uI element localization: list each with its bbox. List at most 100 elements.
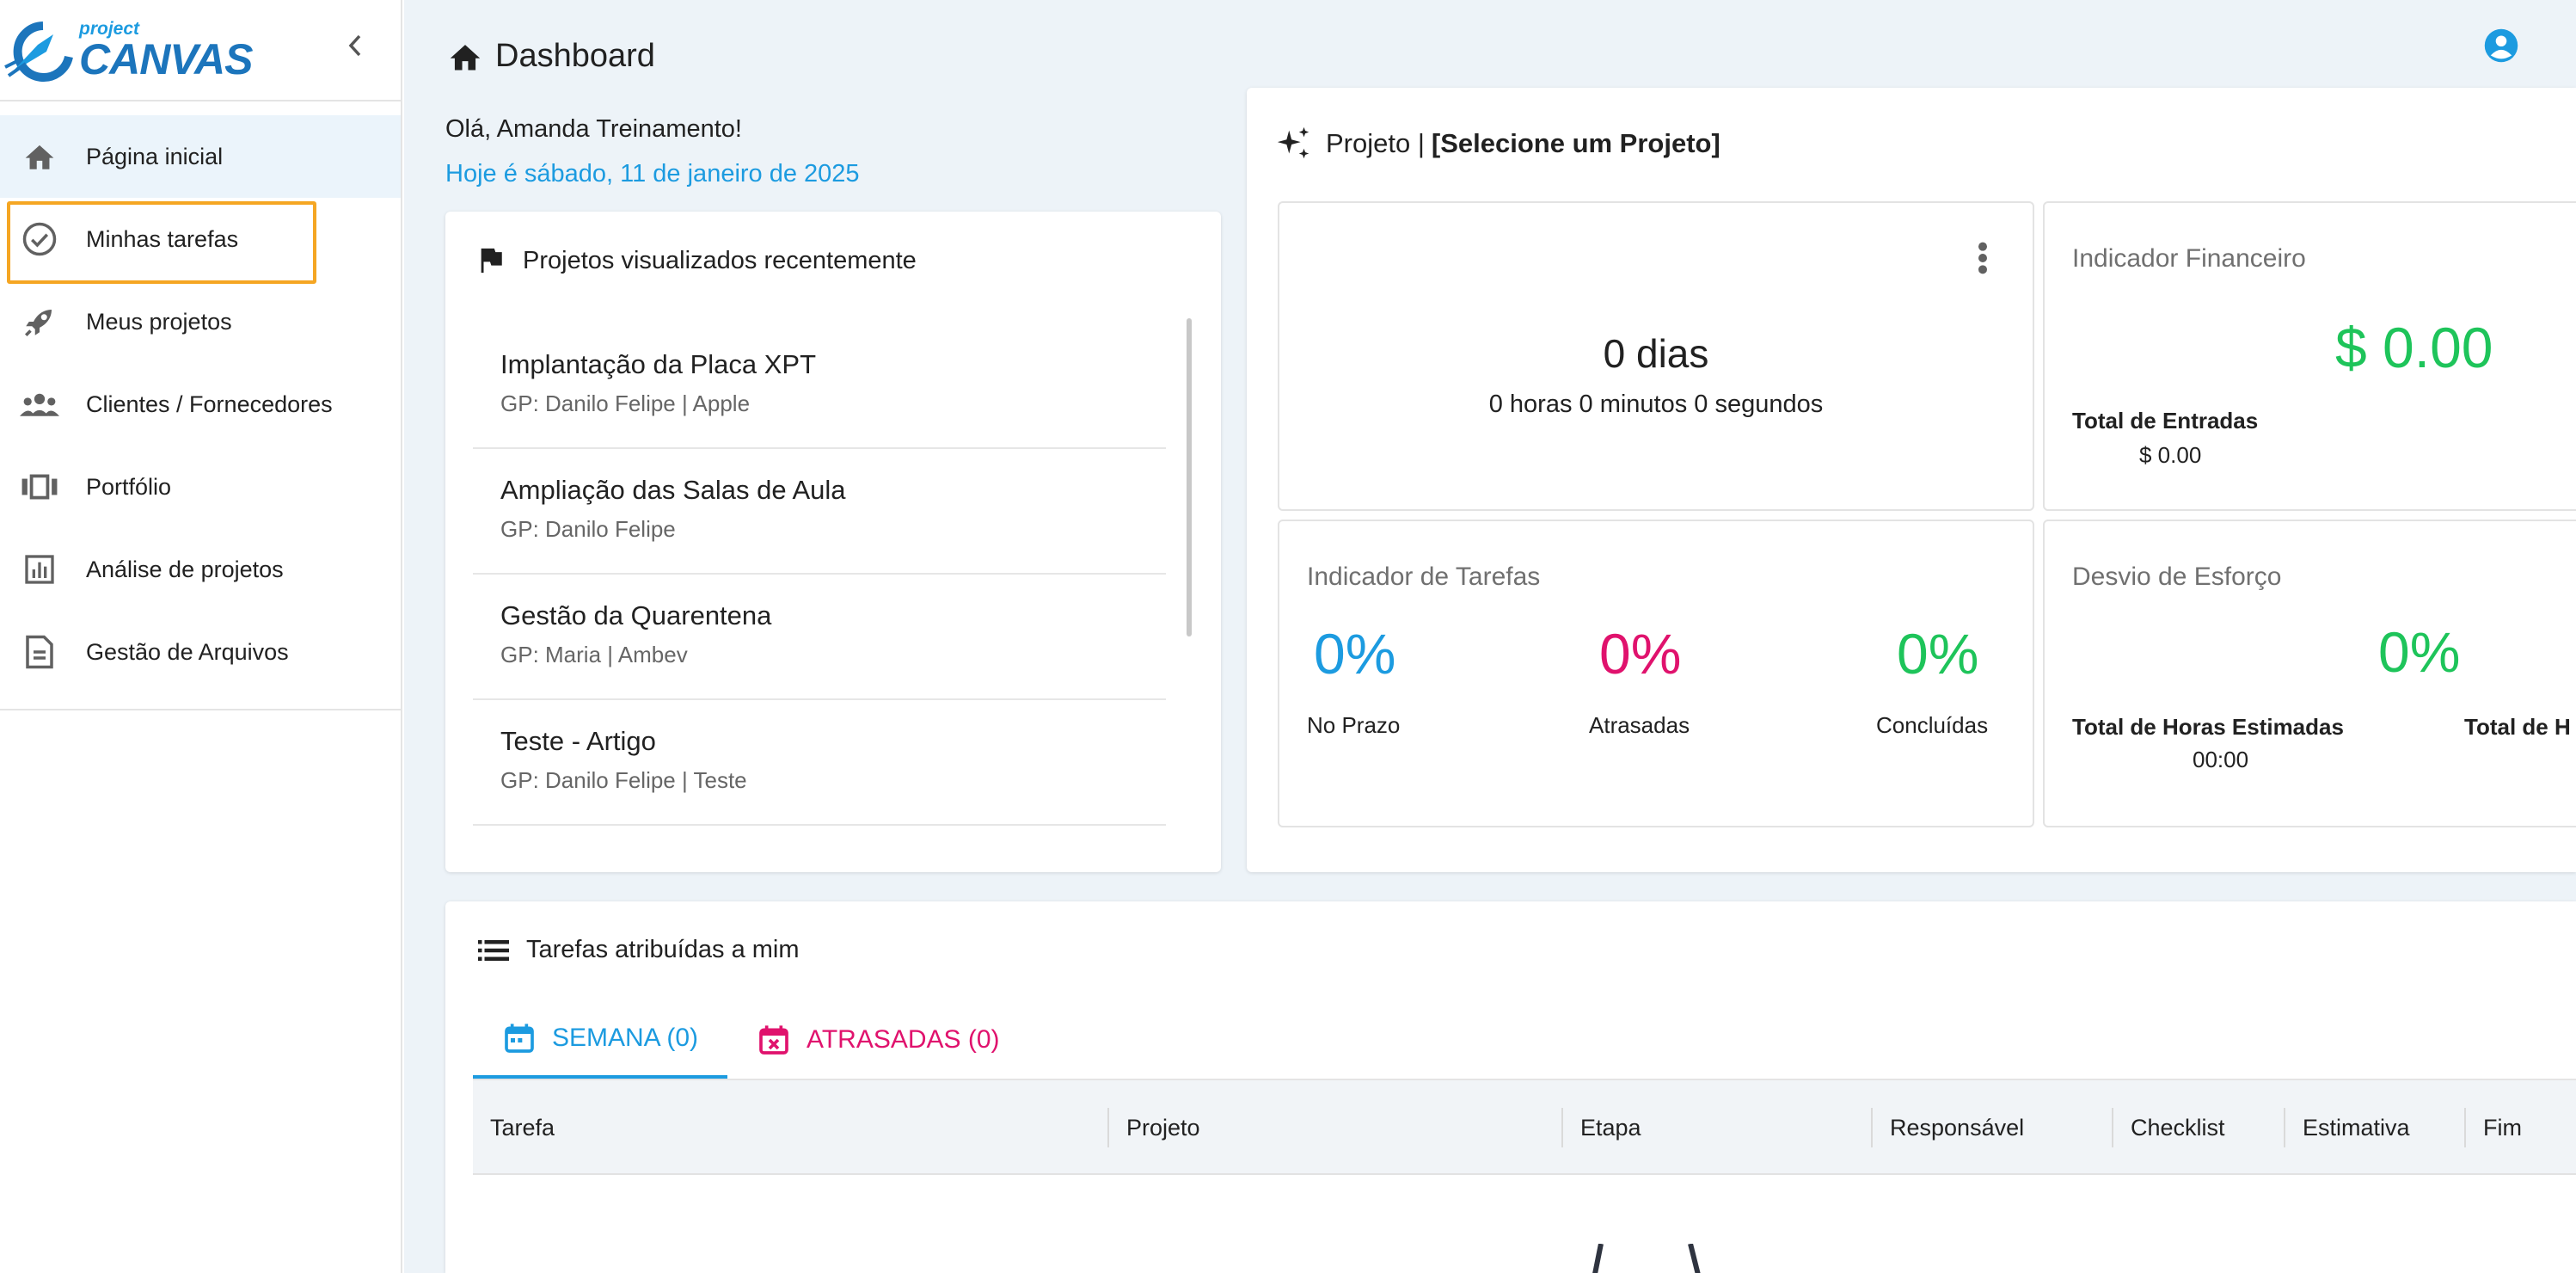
task-indicator-card: Indicador de Tarefas 0% No Prazo 0% Atra… <box>1278 520 2034 827</box>
late-percent: 0% <box>1599 622 1682 686</box>
tabs-divider <box>473 1079 2576 1080</box>
file-icon <box>19 631 60 673</box>
calendar-remove-icon <box>759 1025 788 1055</box>
task-indicator-title: Indicador de Tarefas <box>1307 563 1541 591</box>
project-name: Ampliação das Salas de Aula <box>500 475 846 505</box>
date-text: Hoje é sábado, 11 de janeiro de 2025 <box>445 160 860 188</box>
project-canvas-logo[interactable]: project CANVAS <box>3 19 253 83</box>
check-circle-icon <box>19 218 60 260</box>
recent-projects-list: Implantação da Placa XPT GP: Danilo Feli… <box>473 323 1166 826</box>
column-etapa[interactable]: Etapa <box>1561 1108 1641 1147</box>
financial-indicator-title: Indicador Financeiro <box>2072 244 2306 273</box>
assigned-tasks-header: Tarefas atribuídas a mim <box>478 936 800 964</box>
sidebar-item-label: Portfólio <box>86 473 172 500</box>
project-gp: GP: Danilo Felipe | Teste <box>500 767 747 793</box>
sidebar-divider <box>0 709 401 710</box>
project-name: Teste - Artigo <box>500 726 656 756</box>
project-name: Gestão da Quarentena <box>500 600 772 630</box>
logo-small-text: project <box>79 19 140 39</box>
sidebar-item-meus-projetos[interactable]: Meus projetos <box>0 280 401 363</box>
project-gp: GP: Danilo Felipe | Apple <box>500 391 751 416</box>
tab-semana[interactable]: SEMANA (0) <box>473 1001 728 1079</box>
column-responsavel[interactable]: Responsável <box>1871 1108 2024 1147</box>
assigned-tasks-title: Tarefas atribuídas a mim <box>526 936 800 963</box>
project-gp: GP: Maria | Ambev <box>500 642 688 667</box>
list-item[interactable]: Gestão da Quarentena GP: Maria | Ambev <box>473 575 1166 700</box>
column-fim[interactable]: Fim <box>2464 1108 2522 1147</box>
rocket-logo-icon <box>4 22 73 82</box>
tab-label: ATRASADAS (0) <box>807 1025 1000 1054</box>
tab-label: SEMANA (0) <box>552 1024 699 1052</box>
tasks-table-header: Tarefa Projeto Etapa Responsável Checkli… <box>473 1080 2576 1175</box>
sidebar-item-pagina-inicial[interactable]: Página inicial <box>0 115 401 198</box>
completed-label: Concluídas <box>1876 712 1989 738</box>
tasks-tabs: SEMANA (0) ATRASADAS (0) <box>473 1001 1029 1079</box>
sidebar-item-label: Meus projetos <box>86 308 232 335</box>
financial-value: $ 0.00 <box>2335 316 2493 379</box>
financial-indicator-card: Indicador Financeiro $ 0.00 Total de Ent… <box>2043 201 2576 511</box>
project-gp: GP: Danilo Felipe <box>500 516 676 542</box>
total-hours-label: Total de H <box>2464 714 2571 740</box>
sparkles-icon <box>1277 126 1309 159</box>
list-item[interactable]: Ampliação das Salas de Aula GP: Danilo F… <box>473 449 1166 575</box>
page-title: Dashboard <box>447 38 655 75</box>
calendar-icon <box>505 1024 534 1053</box>
sidebar-item-clientes-fornecedores[interactable]: Clientes / Fornecedores <box>0 363 401 446</box>
more-options-icon[interactable] <box>1976 241 1990 275</box>
account-circle-icon <box>2484 28 2518 63</box>
sidebar-menu: Página inicial Minhas tarefas Meus proje… <box>0 115 401 693</box>
sidebar-item-minhas-tarefas[interactable]: Minhas tarefas <box>0 198 401 284</box>
timer-days: 0 dias <box>1603 331 1709 376</box>
empty-state-illustration <box>1592 1244 1701 1273</box>
account-button[interactable] <box>2483 28 2519 64</box>
on-time-percent: 0% <box>1314 622 1396 686</box>
recent-projects-header: Projetos visualizados recentemente <box>476 246 917 275</box>
list-item[interactable]: Implantação da Placa XPT GP: Danilo Feli… <box>473 323 1166 449</box>
page-title-text: Dashboard <box>495 38 655 74</box>
effort-deviation-value: 0% <box>2378 620 2461 684</box>
brand-bar: project CANVAS <box>0 0 401 101</box>
people-icon <box>19 384 60 425</box>
collapse-sidebar-button[interactable] <box>340 31 370 60</box>
sidebar-item-label: Clientes / Fornecedores <box>86 391 333 417</box>
column-tarefa[interactable]: Tarefa <box>490 1114 555 1141</box>
effort-deviation-title: Desvio de Esforço <box>2072 563 2282 591</box>
estimated-hours-value: 00:00 <box>2193 747 2249 772</box>
late-label: Atrasadas <box>1589 712 1690 738</box>
sidebar-item-portfolio[interactable]: Portfólio <box>0 446 401 528</box>
greeting-text: Olá, Amanda Treinamento! <box>445 115 742 143</box>
tab-atrasadas[interactable]: ATRASADAS (0) <box>727 1001 1029 1079</box>
column-checklist[interactable]: Checklist <box>2112 1108 2225 1147</box>
flag-icon <box>481 248 502 274</box>
recent-projects-title: Projetos visualizados recentemente <box>523 246 917 274</box>
home-icon <box>19 136 60 177</box>
chevron-left-icon <box>348 34 361 57</box>
sidebar-item-gestao-de-arquivos[interactable]: Gestão de Arquivos <box>0 611 401 693</box>
effort-deviation-card: Desvio de Esforço 0% Total de Horas Esti… <box>2043 520 2576 827</box>
sidebar-item-analise-de-projetos[interactable]: Análise de projetos <box>0 528 401 611</box>
recent-projects-scrollbar[interactable] <box>1187 318 1192 636</box>
home-icon <box>450 44 481 71</box>
sidebar-item-label: Gestão de Arquivos <box>86 638 289 665</box>
project-header: Projeto | [Selecione um Projeto] <box>1274 124 1720 163</box>
project-card: Projeto | [Selecione um Projeto] 0 dias … <box>1247 88 2576 872</box>
main-content: Dashboard Olá, Amanda Treinamento! Hoje … <box>404 0 2576 1273</box>
column-projeto[interactable]: Projeto <box>1107 1108 1200 1147</box>
recent-projects-card: Projetos visualizados recentemente Impla… <box>445 212 1221 872</box>
sidebar-item-label: Página inicial <box>86 143 224 169</box>
project-timer-card: 0 dias 0 horas 0 minutos 0 segundos <box>1278 201 2034 511</box>
carousel-icon <box>19 466 60 507</box>
sidebar-item-label: Minhas tarefas <box>86 225 239 252</box>
list-item[interactable]: Teste - Artigo GP: Danilo Felipe | Teste <box>473 700 1166 826</box>
bar-chart-icon <box>19 549 60 590</box>
sidebar-item-label: Análise de projetos <box>86 556 284 582</box>
list-icon <box>478 939 509 961</box>
on-time-label: No Prazo <box>1307 712 1401 738</box>
project-selector[interactable]: [Selecione um Projeto] <box>1431 128 1720 158</box>
column-estimativa[interactable]: Estimativa <box>2284 1108 2410 1147</box>
financial-label: Total de Entradas <box>2072 408 2259 434</box>
assigned-tasks-card: Tarefas atribuídas a mim SEMANA (0) ATRA… <box>445 901 2576 1273</box>
project-name: Implantação da Placa XPT <box>500 349 817 379</box>
financial-subvalue: $ 0.00 <box>2139 442 2202 468</box>
timer-detail: 0 horas 0 minutos 0 segundos <box>1488 391 1824 418</box>
